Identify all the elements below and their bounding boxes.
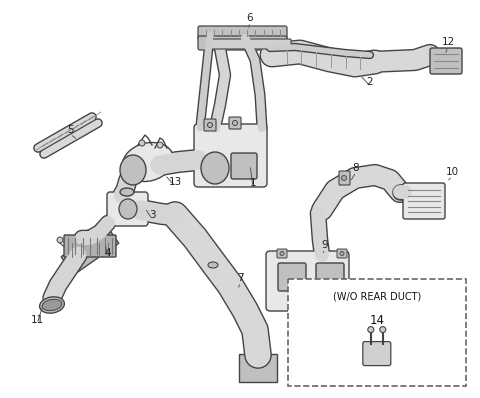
Text: 7: 7 [237, 273, 243, 283]
Text: 14: 14 [369, 314, 384, 327]
Ellipse shape [122, 142, 174, 181]
FancyBboxPatch shape [278, 263, 306, 291]
Circle shape [368, 327, 374, 333]
Text: 11: 11 [30, 315, 44, 325]
Text: 1: 1 [250, 178, 256, 188]
Text: 13: 13 [168, 177, 181, 187]
FancyBboxPatch shape [64, 235, 116, 257]
Text: 10: 10 [445, 167, 458, 177]
Ellipse shape [201, 152, 229, 184]
Bar [61, 225, 119, 275]
FancyBboxPatch shape [339, 171, 350, 185]
FancyBboxPatch shape [316, 263, 344, 291]
FancyBboxPatch shape [194, 124, 267, 187]
Text: (W/O REAR DUCT): (W/O REAR DUCT) [333, 292, 421, 302]
FancyBboxPatch shape [198, 36, 287, 50]
Circle shape [340, 252, 344, 256]
FancyBboxPatch shape [277, 249, 287, 258]
Text: 6: 6 [247, 13, 253, 23]
FancyBboxPatch shape [229, 117, 241, 129]
Ellipse shape [42, 299, 62, 311]
Circle shape [380, 327, 386, 333]
Text: 12: 12 [442, 37, 455, 47]
Bar [239, 354, 277, 382]
Ellipse shape [40, 297, 64, 313]
FancyBboxPatch shape [363, 341, 391, 366]
FancyBboxPatch shape [266, 251, 349, 311]
Ellipse shape [120, 155, 146, 185]
Circle shape [139, 140, 145, 146]
FancyBboxPatch shape [209, 39, 291, 49]
FancyBboxPatch shape [288, 279, 466, 386]
Circle shape [207, 123, 213, 127]
Text: 8: 8 [353, 163, 360, 173]
FancyBboxPatch shape [107, 192, 148, 226]
Text: 4: 4 [105, 248, 111, 258]
Ellipse shape [120, 188, 134, 196]
Circle shape [280, 252, 284, 256]
Text: 2: 2 [367, 77, 373, 87]
FancyBboxPatch shape [403, 183, 445, 219]
FancyBboxPatch shape [430, 48, 462, 74]
Circle shape [341, 176, 347, 181]
FancyBboxPatch shape [231, 153, 257, 179]
FancyBboxPatch shape [198, 26, 287, 40]
Ellipse shape [208, 262, 218, 268]
Ellipse shape [119, 199, 137, 219]
Circle shape [232, 121, 238, 125]
Text: 5: 5 [67, 125, 73, 135]
Circle shape [157, 142, 163, 148]
FancyBboxPatch shape [337, 249, 347, 258]
FancyBboxPatch shape [204, 119, 216, 131]
Circle shape [57, 237, 63, 243]
Text: 3: 3 [149, 210, 156, 220]
Text: 9: 9 [322, 240, 328, 250]
